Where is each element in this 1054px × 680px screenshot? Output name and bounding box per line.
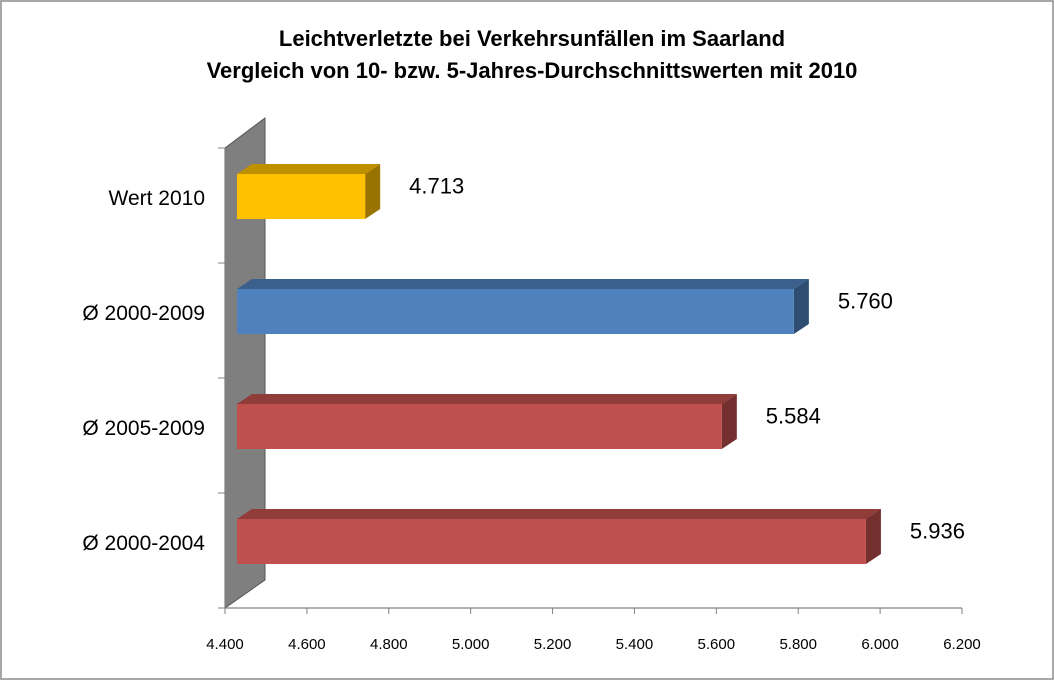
x-tick-label: 4.600 — [288, 636, 326, 653]
x-tick-label: 4.400 — [206, 636, 244, 653]
y-tick-label: Ø 2000-2009 — [82, 302, 205, 325]
value-label: 5.936 — [910, 518, 965, 543]
value-label: 5.584 — [766, 403, 821, 428]
value-label: 4.713 — [409, 173, 464, 198]
x-tick-label: 5.000 — [452, 636, 490, 653]
bar-top — [237, 279, 809, 289]
x-tick-label: 5.800 — [779, 636, 817, 653]
bar-side-shade — [793, 279, 809, 334]
y-tick-label: Ø 2005-2009 — [82, 417, 205, 440]
bar — [237, 519, 866, 564]
bar — [237, 289, 794, 334]
bar-top — [237, 509, 881, 519]
chart-subtitle: Vergleich von 10- bzw. 5-Jahres-Durchsch… — [207, 58, 858, 83]
x-tick-label: 5.600 — [698, 636, 736, 653]
y-tick-label: Ø 2000-2004 — [82, 532, 205, 555]
value-label: 5.760 — [838, 288, 893, 313]
bar-side — [865, 509, 881, 564]
x-tick-label: 6.200 — [943, 636, 981, 653]
x-tick-label: 5.400 — [616, 636, 654, 653]
bar-top-shade — [237, 279, 809, 289]
bar-side — [721, 394, 737, 449]
bar-side — [365, 164, 381, 219]
bar-top — [237, 164, 381, 174]
x-tick-label: 4.800 — [370, 636, 408, 653]
bar-top-shade — [237, 164, 381, 174]
bar-side-shade — [721, 394, 737, 449]
bar-side — [793, 279, 809, 334]
bar-side-shade — [365, 164, 381, 219]
x-tick-label: 6.000 — [861, 636, 899, 653]
bar — [237, 404, 722, 449]
y-tick-label: Wert 2010 — [109, 187, 206, 210]
bar-top-shade — [237, 509, 881, 519]
x-tick-label: 5.200 — [534, 636, 572, 653]
bar-top — [237, 394, 737, 404]
bar-top-shade — [237, 394, 737, 404]
bar-side-shade — [865, 509, 881, 564]
bar — [237, 174, 366, 219]
chart-title: Leichtverletzte bei Verkehrsunfällen im … — [279, 26, 785, 51]
